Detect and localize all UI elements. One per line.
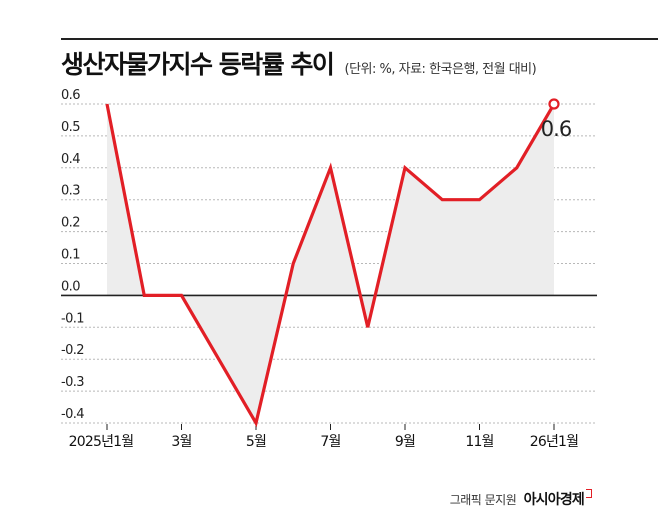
x-tick-label: 11월 — [465, 434, 493, 450]
end-marker: 0.6 — [541, 98, 573, 141]
y-tick-label: -0.4 — [61, 407, 84, 422]
y-tick-label: -0.1 — [61, 311, 84, 326]
chart-subtitle: (단위: %, 자료: 한국은행, 전월 대비) — [344, 62, 537, 77]
x-axis-ticks: 2025년1월 3월 5월 7월 9월 11월 26년1월 — [69, 424, 579, 450]
area-polygon — [107, 104, 554, 423]
y-tick-label: -0.2 — [61, 343, 84, 358]
x-tick-label: 5월 — [246, 434, 266, 450]
end-value-label: 0.6 — [541, 117, 572, 141]
y-tick-label: 0.6 — [61, 88, 80, 103]
area-fill — [107, 104, 554, 423]
y-tick-label: 0.0 — [61, 279, 80, 294]
data-line — [105, 103, 556, 428]
x-tick-label: 2025년1월 — [69, 434, 134, 450]
y-tick-labels: 0.6 0.5 0.4 0.3 0.2 0.1 0.0 -0.1 -0.2 -0.3 -0.4 — [61, 88, 85, 422]
credit-byline: 그래픽 문지원 — [449, 493, 517, 507]
series-line — [105, 103, 556, 428]
y-tick-label: 0.2 — [61, 216, 80, 231]
title-row: 생산자물가지수 등락률 추이 (단위: %, 자료: 한국은행, 전월 대비) — [61, 45, 537, 81]
brand-name: 아시아경제 — [523, 492, 585, 508]
brand-logo-mark — [586, 489, 592, 498]
top-rule — [61, 38, 658, 40]
chart-title: 생산자물가지수 등락률 추이 — [61, 50, 335, 79]
end-point-marker — [548, 98, 560, 110]
x-tick-label: 26년1월 — [530, 434, 578, 450]
y-tick-label: 0.1 — [61, 248, 80, 263]
y-tick-label: -0.3 — [61, 375, 84, 390]
y-tick-label: 0.5 — [61, 120, 80, 135]
x-tick-label: 9월 — [395, 434, 415, 450]
x-tick-label: 3월 — [171, 434, 191, 450]
x-tick-label: 7월 — [320, 434, 340, 450]
y-tick-label: 0.4 — [61, 152, 80, 167]
y-tick-label: 0.3 — [61, 184, 80, 199]
credit: 그래픽 문지원 아시아경제 — [450, 489, 592, 509]
